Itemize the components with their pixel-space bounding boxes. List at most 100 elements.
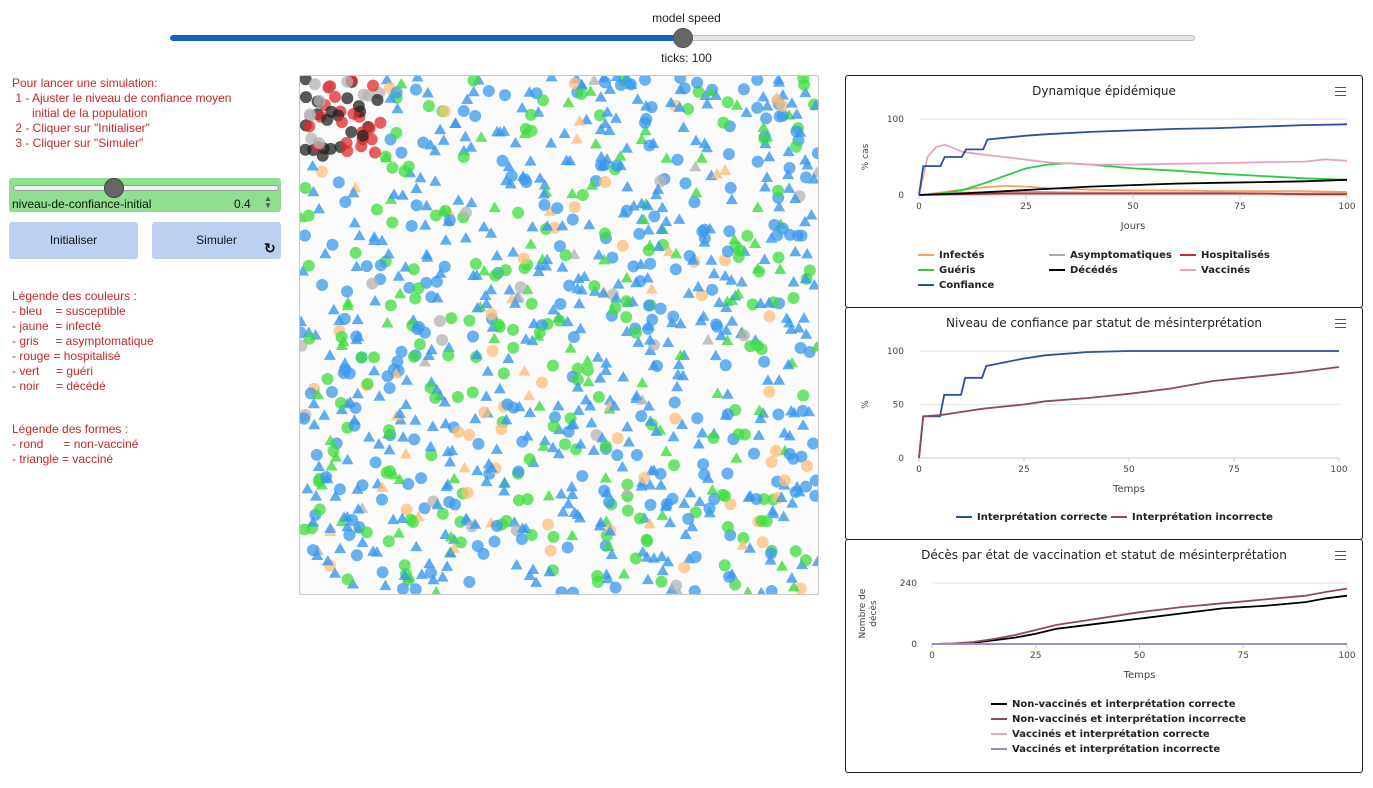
agent-triangle: [622, 436, 635, 447]
agent-triangle: [388, 468, 401, 480]
agent-circle: [789, 486, 802, 499]
hamburger-menu-icon[interactable]: [1335, 551, 1346, 563]
agent-circle: [396, 582, 409, 595]
agent-triangle: [318, 409, 331, 420]
agent-circle: [671, 153, 684, 166]
agent-triangle: [341, 520, 354, 532]
agent-circle: [315, 165, 328, 178]
agent-circle: [376, 566, 389, 579]
agent-triangle: [372, 438, 385, 449]
agent-triangle: [763, 150, 776, 162]
series-line: [918, 350, 1339, 459]
agent-circle: [630, 449, 643, 462]
agent-circle: [638, 116, 651, 129]
agent-circle: [305, 132, 318, 145]
plot-deces: Décès par état de vaccination et statut …: [845, 539, 1363, 773]
agent-triangle: [774, 263, 787, 274]
agent-triangle: [477, 220, 490, 232]
agent-triangle: [674, 83, 687, 95]
confidence-slider-widget: [9, 178, 281, 212]
series-line: [918, 123, 1348, 196]
agent-triangle: [524, 238, 537, 249]
agent-circle: [505, 169, 518, 182]
agent-circle: [721, 467, 734, 480]
agent-triangle: [306, 160, 319, 171]
agent-triangle: [614, 150, 627, 161]
agent-circle: [482, 85, 495, 98]
agent-circle: [562, 425, 575, 438]
agent-circle: [794, 341, 807, 354]
hamburger-menu-icon[interactable]: [1335, 319, 1346, 331]
legend-item: Infectés: [939, 249, 984, 261]
agent-circle: [438, 105, 451, 118]
agent-circle: [691, 412, 704, 425]
agent-circle: [669, 263, 682, 276]
agent-triangle: [423, 557, 436, 569]
agent-circle: [361, 377, 374, 390]
agent-triangle: [602, 540, 615, 551]
agent-triangle: [534, 172, 547, 183]
agent-triangle: [415, 568, 428, 579]
agent-circle: [436, 507, 449, 520]
agent-circle: [390, 126, 403, 139]
agent-triangle: [782, 168, 795, 180]
agent-triangle: [421, 86, 434, 98]
agent-triangle: [735, 276, 748, 287]
legend-item: Décédés: [1070, 264, 1118, 276]
agent-circle: [350, 330, 363, 343]
agent-circle: [469, 257, 482, 270]
x-tick-label: 25: [1018, 465, 1029, 475]
hamburger-menu-icon[interactable]: [1335, 87, 1346, 99]
agent-circle: [360, 260, 373, 273]
agent-triangle: [635, 133, 648, 144]
agent-circle: [691, 76, 704, 89]
agent-circle: [567, 330, 580, 343]
model-speed-slider-handle[interactable]: [673, 28, 693, 48]
agent-triangle: [660, 215, 673, 227]
plot-title: Niveau de confiance par statut de mésint…: [946, 316, 1262, 330]
agent-triangle: [571, 381, 584, 392]
confidence-slider-track[interactable]: [13, 185, 279, 191]
agent-circle: [525, 108, 538, 121]
agent-circle: [407, 263, 420, 276]
agent-triangle: [478, 264, 491, 276]
agent-circle: [576, 189, 589, 202]
agent-triangle: [751, 201, 764, 213]
plot-niveau-confiance: Niveau de confiance par statut de mésint…: [845, 307, 1363, 540]
agent-triangle: [636, 394, 649, 405]
agent-triangle: [460, 512, 473, 524]
agent-triangle: [692, 437, 705, 449]
agent-triangle: [307, 185, 320, 197]
confidence-value-input[interactable]: 0.4: [234, 197, 251, 211]
x-axis-label: Temps: [1123, 670, 1156, 681]
agent-circle: [333, 483, 346, 496]
agent-triangle: [686, 520, 699, 532]
agent-triangle: [561, 315, 574, 327]
confidence-slider-label: niveau-de-confiance-initial: [12, 197, 152, 211]
confidence-slider-handle[interactable]: [104, 178, 124, 198]
simuler-button[interactable]: Simuler: [152, 222, 281, 259]
agent-circle: [492, 318, 505, 331]
initialiser-button[interactable]: Initialiser: [9, 222, 138, 259]
agent-circle: [800, 459, 813, 472]
agent-circle: [316, 149, 329, 162]
agent-triangle: [650, 188, 663, 200]
legend-item: Non-vaccinés et interprétation incorrect…: [1012, 713, 1246, 725]
agent-triangle: [589, 138, 602, 149]
agent-circle: [548, 221, 561, 234]
agent-circle: [741, 229, 754, 242]
agent-triangle: [325, 460, 338, 471]
agent-circle: [644, 257, 657, 270]
agent-triangle: [753, 404, 766, 415]
agent-triangle: [379, 579, 392, 591]
agent-triangle: [700, 141, 713, 153]
agent-triangle: [594, 91, 607, 102]
agent-triangle: [504, 177, 517, 189]
agent-circle: [772, 251, 785, 264]
agent-circle: [588, 280, 601, 293]
agent-circle: [418, 502, 431, 515]
simulation-world-view[interactable]: [294, 70, 824, 599]
spinner-arrows-icon[interactable]: ▲ ▼: [264, 194, 272, 210]
agent-triangle: [452, 194, 465, 205]
agent-triangle: [507, 246, 520, 257]
